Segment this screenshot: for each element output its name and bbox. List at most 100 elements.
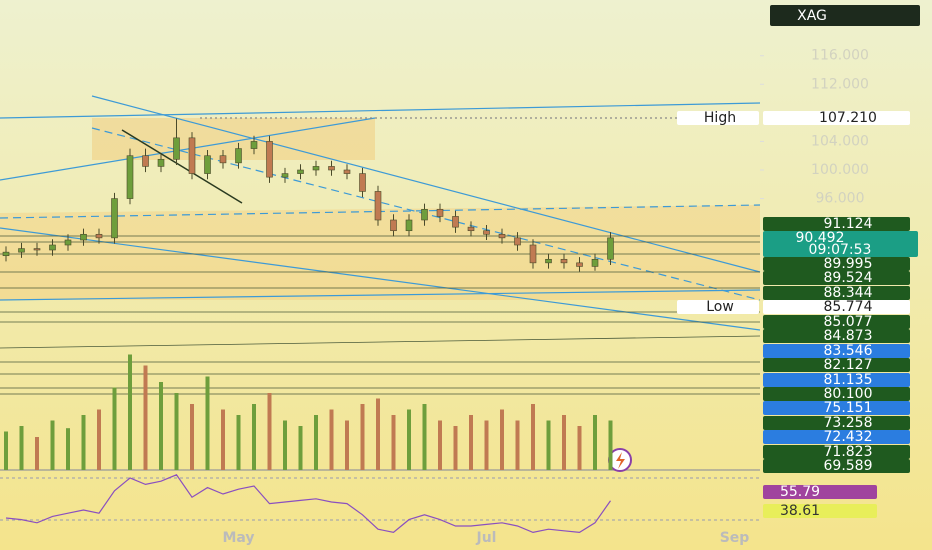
candle-body — [359, 173, 366, 192]
countdown: 09:07:53 — [809, 242, 872, 258]
volume-bar — [19, 426, 24, 470]
price-tag: 80.100 — [824, 386, 873, 402]
candle-body — [467, 226, 475, 232]
candle-body — [281, 173, 289, 178]
price-tag-box — [763, 217, 910, 231]
volume-bar — [128, 354, 132, 470]
price-tag: 88.344 — [824, 285, 873, 301]
volume-bar — [97, 409, 101, 470]
volume-bar — [376, 398, 380, 470]
price-tag-box — [763, 445, 910, 459]
candle-body — [576, 262, 583, 267]
price-tag: 69.589 — [824, 458, 873, 474]
high-value: 107.210 — [819, 110, 877, 126]
last-price: 90.492 — [796, 230, 845, 246]
volume-bar — [283, 420, 287, 470]
volume-bar — [608, 420, 613, 470]
candle-body — [390, 219, 397, 232]
volume-bar — [174, 393, 179, 470]
low-value-box — [763, 300, 910, 314]
price-tag: 91.124 — [824, 216, 873, 232]
price-tag-box — [763, 358, 910, 372]
price-tag-box — [763, 271, 910, 285]
y-tick-label: 96.000 — [816, 191, 865, 207]
candle-body — [514, 237, 521, 246]
price-tag: 83.546 — [824, 343, 873, 359]
rsi-tag: 38.61 — [780, 503, 820, 519]
candle-body — [421, 208, 428, 221]
price-tag-box — [763, 459, 910, 473]
volume-bar — [469, 415, 473, 470]
candle-body — [204, 155, 211, 174]
candle-body — [529, 244, 537, 264]
candle-body — [266, 141, 273, 178]
candle-body — [452, 216, 459, 228]
volume-bar — [190, 404, 194, 470]
price-tag-box — [763, 430, 910, 444]
price-tag: 89.524 — [824, 270, 873, 286]
price-tag: 72.432 — [824, 429, 873, 445]
volume-bar — [143, 365, 148, 470]
candle-body — [374, 191, 382, 221]
price-tag: 84.873 — [824, 328, 873, 344]
volume-bar — [267, 393, 272, 470]
candle-body — [49, 244, 56, 251]
candle-body — [498, 233, 506, 239]
volume-bar — [531, 404, 535, 470]
price-tag: 75.151 — [824, 400, 873, 416]
candle-body — [95, 233, 103, 239]
rsi-tag-box — [763, 485, 877, 499]
volume-bar — [593, 415, 597, 470]
x-tick-label: Jul — [476, 530, 497, 546]
price-tag: 73.258 — [824, 415, 873, 431]
volume-bar — [81, 415, 86, 470]
volume-bar — [438, 420, 442, 470]
price-tag-box — [763, 315, 910, 329]
candle-body — [560, 258, 568, 264]
price-tag-box — [763, 286, 910, 300]
candle-body — [111, 198, 118, 239]
volume-bar — [314, 415, 318, 470]
volume-bar — [345, 420, 349, 470]
high-value-box — [763, 111, 910, 125]
candle-body — [235, 148, 242, 164]
volume-bar — [391, 415, 396, 470]
volume-bar — [221, 409, 225, 470]
candle-body — [80, 233, 87, 241]
price-tag-box — [763, 329, 910, 343]
high-label-box — [677, 111, 759, 125]
price-tag-box — [763, 401, 910, 415]
candle-body — [483, 230, 490, 235]
y-tick-label: 116.000 — [811, 48, 869, 64]
volume-bar — [35, 437, 39, 470]
volume-bar — [252, 404, 256, 470]
symbol-box[interactable] — [770, 5, 920, 26]
volume-bar — [205, 376, 210, 470]
rsi-line — [5, 474, 611, 534]
candle-body — [312, 166, 320, 171]
candle-body — [2, 251, 10, 257]
volume-bar — [484, 420, 489, 470]
price-tag: 81.135 — [824, 372, 873, 388]
volume-bar — [159, 382, 163, 470]
symbol: XAG — [797, 8, 827, 24]
volume-bar — [562, 415, 566, 470]
x-tick-label: May — [222, 530, 254, 546]
candle-body — [173, 137, 180, 160]
volume-bar — [546, 420, 551, 470]
price-tag-box — [763, 387, 910, 401]
volume-bar — [50, 420, 55, 470]
last-price-box — [763, 231, 918, 257]
candle-body — [328, 166, 335, 171]
volume-bar — [112, 387, 117, 470]
price-tag: 89.995 — [824, 256, 873, 272]
volume-bar — [4, 431, 8, 470]
candle-body — [545, 258, 552, 264]
low-label-box — [677, 300, 759, 314]
volume-bar — [236, 415, 241, 470]
candle-body — [405, 219, 413, 232]
high-label: High — [704, 110, 736, 126]
logo-bolt — [616, 452, 625, 469]
candle-body — [343, 169, 351, 174]
y-tick-label: 100.000 — [811, 162, 869, 178]
